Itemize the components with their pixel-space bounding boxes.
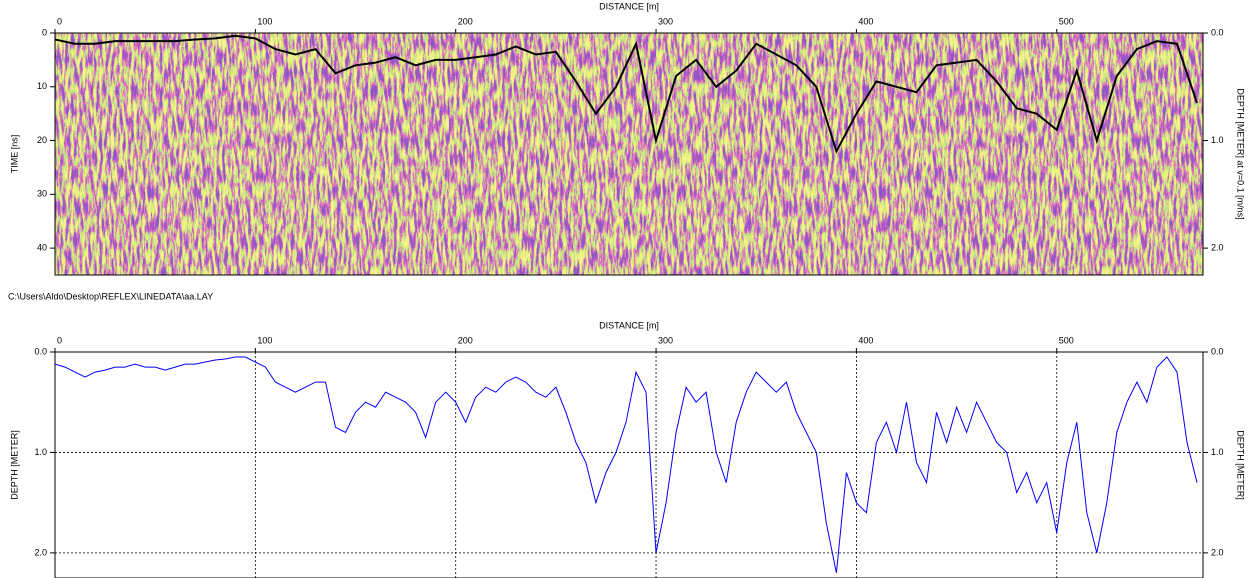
y-tick-label: 0.0 [34, 346, 47, 356]
x-tick-label: 100 [257, 335, 272, 345]
y-tick-label: 20 [37, 135, 47, 145]
y-tick-label: 30 [37, 189, 47, 199]
y2-tick-label: 1.0 [1211, 447, 1224, 457]
x-tick-label: 400 [858, 335, 873, 345]
y-tick-label: 10 [37, 81, 47, 91]
depth-line [55, 356, 1198, 574]
x-tick-label: 100 [257, 16, 272, 26]
x-tick-label: 0 [57, 16, 62, 26]
y2-tick-label: 2.0 [1211, 547, 1224, 557]
y2-axis-label: DEPTH [METER] at v=0.1 [m/ns] [1236, 88, 1246, 219]
y-axis-label: DEPTH [METER] [9, 430, 19, 500]
y-tick-label: 2.0 [34, 547, 47, 557]
x-tick-label: 200 [458, 335, 473, 345]
file-path: C:\Users\Aldo\Desktop\REFLEX\LINEDATA\aa… [8, 291, 213, 301]
x-tick-label: 500 [1059, 335, 1074, 345]
y2-tick-label: 0.0 [1211, 346, 1224, 356]
y2-tick-label: 0.0 [1211, 27, 1224, 37]
y2-tick-label: 2.0 [1211, 242, 1224, 252]
y-axis-label: TIME [ns] [9, 135, 19, 174]
x-axis-label: DISTANCE [m] [599, 320, 659, 330]
y-tick-label: 40 [37, 242, 47, 252]
y2-tick-label: 1.0 [1211, 135, 1224, 145]
y2-axis-label: DEPTH [METER] [1236, 430, 1246, 500]
x-tick-label: 300 [658, 16, 673, 26]
x-tick-label: 500 [1059, 16, 1074, 26]
x-tick-label: 200 [458, 16, 473, 26]
x-tick-label: 400 [858, 16, 873, 26]
x-axis-label: DISTANCE [m] [599, 1, 659, 11]
x-tick-label: 300 [658, 335, 673, 345]
x-tick-label: 0 [57, 335, 62, 345]
picked-horizon [55, 34, 1198, 154]
radargram-image [55, 33, 1203, 275]
plot-frame [54, 351, 1204, 578]
plot-frame [54, 32, 1204, 276]
y-tick-label: 1.0 [34, 447, 47, 457]
y-tick-label: 0 [42, 27, 47, 37]
